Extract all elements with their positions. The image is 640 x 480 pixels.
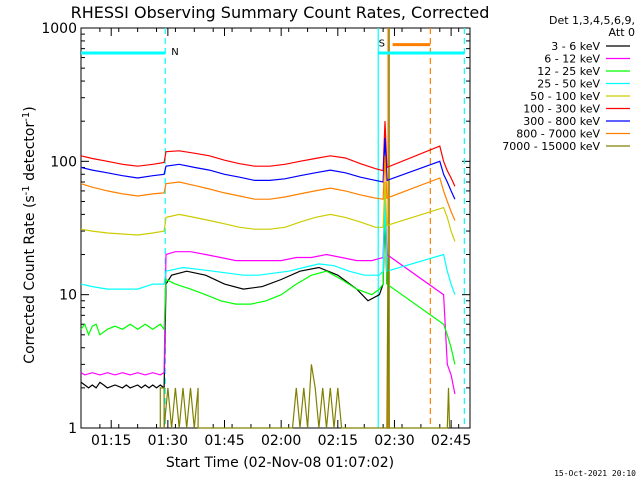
y-axis-label-main: Corrected Count Rate (s [22,195,38,363]
y-tick-label: 1000 [41,21,77,37]
axis-ticks: 01:15 01:30 01:45 02:00 02:15 02:30 02:45 1 10 10… [41,21,471,449]
annotations-layer: NS [81,28,465,428]
legend-entry-label: 300 - 800 keV [523,115,600,128]
y-tick-label: 10 [59,288,77,304]
series-line-6 [80,137,456,200]
legend-header: Det 1,3,4,5,6,9, [549,14,635,27]
series-layer [80,121,456,429]
x-tick-label: 02:30 [374,433,414,449]
x-tick-label: 01:15 [91,433,131,449]
legend-entry-label: 800 - 7000 keV [516,128,600,141]
legend-entry-label: 3 - 6 keV [551,40,600,53]
legend-entry-label: 100 - 300 keV [523,103,600,116]
annotation-label: N [171,47,178,58]
y-axis-label-sup1: -1 [21,185,32,195]
series-line-0 [80,214,388,390]
y-axis-label: Corrected Count Rate (s-1 detector-1) [21,106,39,363]
series-line-7 [80,155,456,221]
x-tick-label: 02:15 [318,433,358,449]
chart-title: RHESSI Observing Summary Count Rates, Co… [71,3,490,22]
series-line-4 [80,181,456,242]
legend-header: Att 0 [609,26,635,39]
legend-entry-label: 12 - 25 keV [537,65,600,78]
x-tick-label: 02:00 [261,433,301,449]
footer-timestamp: 15-Oct-2021 20:10 [554,469,636,478]
series-line-5 [80,121,456,187]
series-line-2 [80,201,456,365]
y-tick-label: 1 [68,421,77,437]
y-tick-label: 100 [50,154,77,170]
annotation-label: S [379,39,385,50]
x-axis-label: Start Time (02-Nov-08 01:07:02) [166,455,394,471]
x-tick-label: 01:45 [204,433,244,449]
series-line-3 [80,190,456,295]
series-line-8 [159,254,451,429]
legend-entry-label: 6 - 12 keV [544,53,600,66]
legend-entry-label: 7000 - 15000 keV [502,140,600,153]
legend-entry-label: 25 - 50 keV [537,78,600,91]
x-tick-label: 01:30 [148,433,188,449]
legend-entry-label: 50 - 100 keV [530,90,600,103]
y-axis-label-sup2: -1 [21,112,32,122]
y-axis-label-end: ) [22,106,38,111]
x-tick-label: 02:45 [431,433,471,449]
y-axis-label-mid: detector [22,122,38,186]
